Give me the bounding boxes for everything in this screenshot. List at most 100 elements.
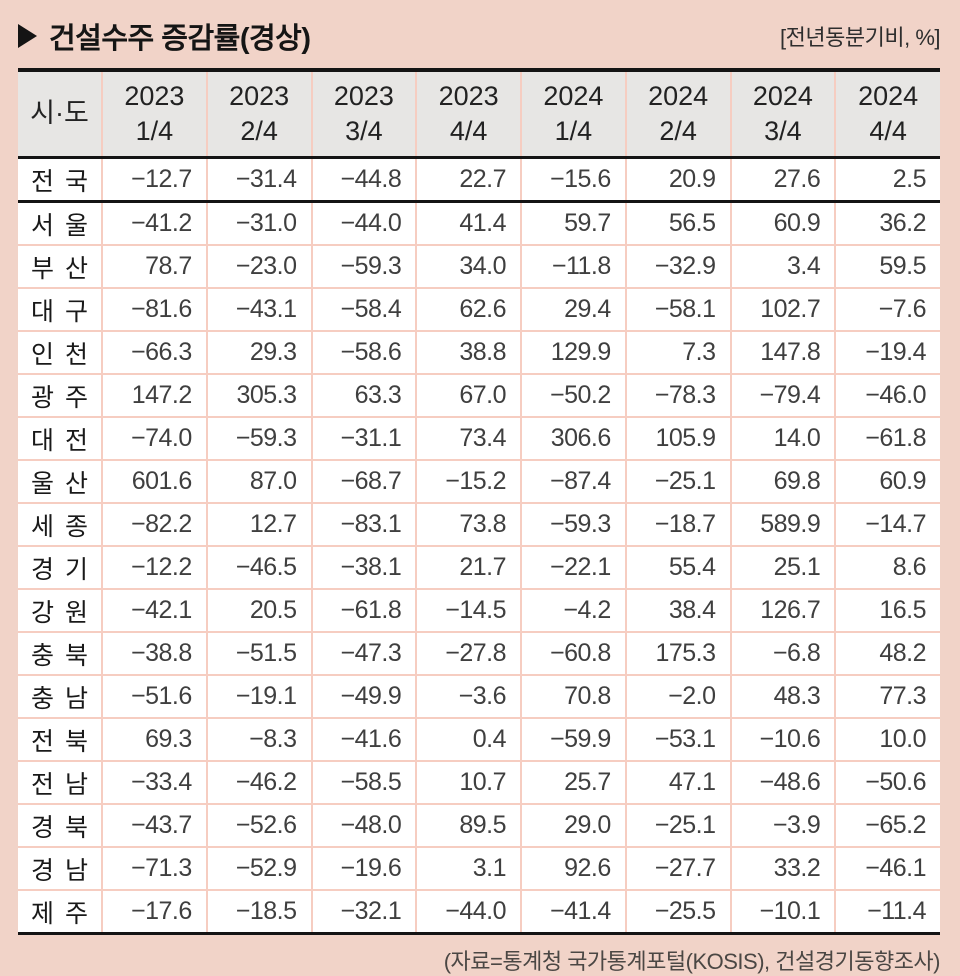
value-cell: 306.6 (520, 416, 626, 460)
corner-header-cell: 시·도 (18, 70, 102, 159)
value-cell: −6.8 (729, 631, 836, 675)
value-cell: −50.2 (520, 373, 626, 417)
column-quarter-label: 4/4 (869, 116, 907, 146)
region-label-cell: 경남 (18, 846, 102, 890)
value-cell: −59.3 (520, 502, 626, 546)
region-label-cell: 전북 (18, 717, 102, 761)
column-header-cell: 2023 2/4 (205, 70, 312, 159)
column-header-cell: 2023 1/4 (101, 70, 207, 159)
value-cell: −43.1 (205, 287, 312, 331)
title-arrow-icon (18, 24, 37, 48)
value-cell: −18.5 (205, 889, 312, 934)
table-row: 충북 −38.8 −51.5 −47.3 −27.8 −60.8 175.3 −6.8 48.… (18, 631, 940, 675)
value-cell: −19.6 (310, 846, 417, 890)
value-cell: 92.6 (520, 846, 626, 890)
value-cell: −11.8 (520, 244, 626, 288)
unit-note: [전년동분기비, %] (780, 25, 940, 50)
table-row: 전국 −12.7 −31.4 −44.8 22.7 −15.6 20.9 27.6 2.5 (18, 157, 940, 203)
value-cell: 105.9 (624, 416, 731, 460)
value-cell: −15.2 (415, 459, 521, 503)
column-quarter-label: 3/4 (345, 116, 383, 146)
value-cell: −44.0 (415, 889, 521, 934)
value-cell: −50.6 (834, 760, 940, 804)
value-cell: −14.7 (834, 502, 940, 546)
value-cell: 73.8 (415, 502, 521, 546)
column-header-cell: 2024 3/4 (729, 70, 836, 159)
table-header: 시·도 2023 1/4 2023 2/4 2023 3/4 2023 4/4 … (18, 70, 940, 159)
value-cell: −10.6 (729, 717, 836, 761)
value-cell: −19.1 (205, 674, 312, 718)
value-cell: 25.1 (729, 545, 836, 589)
value-cell: −46.5 (205, 545, 312, 589)
value-cell: 175.3 (624, 631, 731, 675)
value-cell: 29.4 (520, 287, 626, 331)
value-cell: −87.4 (520, 459, 626, 503)
table-row: 대전 −74.0 −59.3 −31.1 73.4 306.6 105.9 14.0 −61.… (18, 416, 940, 460)
region-label-cell: 강원 (18, 588, 102, 632)
column-year-label: 2024 (648, 80, 709, 111)
value-cell: −22.1 (520, 545, 626, 589)
title-bar: 건설수주 증감률(경상) [전년동분기비, %] (18, 12, 940, 60)
value-cell: −74.0 (101, 416, 207, 460)
value-cell: −41.4 (520, 889, 626, 934)
value-cell: −19.4 (834, 330, 940, 374)
value-cell: −58.4 (310, 287, 417, 331)
region-label-cell: 경북 (18, 803, 102, 847)
table-row: 강원 −42.1 20.5 −61.8 −14.5 −4.2 38.4 126.7 16.5 (18, 588, 940, 632)
value-cell: −10.1 (729, 889, 836, 934)
value-cell: −8.3 (205, 717, 312, 761)
value-cell: −25.5 (624, 889, 731, 934)
value-cell: −59.3 (205, 416, 312, 460)
value-cell: −18.7 (624, 502, 731, 546)
value-cell: −46.1 (834, 846, 940, 890)
table-row: 부산 78.7 −23.0 −59.3 34.0 −11.8 −32.9 3.4 59.5 (18, 244, 940, 288)
value-cell: −79.4 (729, 373, 836, 417)
value-cell: 0.4 (415, 717, 521, 761)
value-cell: 12.7 (205, 502, 312, 546)
column-year-label: 2024 (752, 80, 813, 111)
value-cell: −60.8 (520, 631, 626, 675)
region-label-cell: 제주 (18, 889, 102, 934)
value-cell: 38.4 (624, 588, 731, 632)
value-cell: 20.5 (205, 588, 312, 632)
column-year-label: 2024 (543, 80, 604, 111)
value-cell: 60.9 (729, 200, 836, 245)
value-cell: −33.4 (101, 760, 207, 804)
value-cell: −58.5 (310, 760, 417, 804)
column-header-cell: 2023 4/4 (415, 70, 521, 159)
value-cell: −38.1 (310, 545, 417, 589)
value-cell: 59.5 (834, 244, 940, 288)
value-cell: −17.6 (101, 889, 207, 934)
value-cell: 21.7 (415, 545, 521, 589)
value-cell: 70.8 (520, 674, 626, 718)
table-row: 울산 601.6 87.0 −68.7 −15.2 −87.4 −25.1 69.8 60.9 (18, 459, 940, 503)
column-year-label: 2023 (438, 80, 499, 111)
value-cell: 16.5 (834, 588, 940, 632)
value-cell: 48.3 (729, 674, 836, 718)
value-cell: 2.5 (834, 157, 940, 203)
value-cell: 3.1 (415, 846, 521, 890)
value-cell: 48.2 (834, 631, 940, 675)
value-cell: −41.2 (101, 200, 207, 245)
column-year-label: 2024 (858, 80, 919, 111)
value-cell: −58.1 (624, 287, 731, 331)
column-year-label: 2023 (229, 80, 290, 111)
value-cell: −4.2 (520, 588, 626, 632)
region-label-cell: 부산 (18, 244, 102, 288)
value-cell: −25.1 (624, 803, 731, 847)
value-cell: 7.3 (624, 330, 731, 374)
column-quarter-label: 1/4 (135, 116, 174, 146)
table-row: 인천 −66.3 29.3 −58.6 38.8 129.9 7.3 147.8 −19.4 (18, 330, 940, 374)
value-cell: −52.6 (205, 803, 312, 847)
value-cell: 126.7 (729, 588, 836, 632)
column-header-cell: 2023 3/4 (310, 70, 417, 159)
value-cell: 10.7 (415, 760, 521, 804)
value-cell: −43.7 (101, 803, 207, 847)
value-cell: −78.3 (624, 373, 731, 417)
value-cell: −46.0 (834, 373, 940, 417)
value-cell: 63.3 (310, 373, 417, 417)
value-cell: −65.2 (834, 803, 940, 847)
table-row: 제주 −17.6 −18.5 −32.1 −44.0 −41.4 −25.5 −10.1 −1… (18, 889, 940, 934)
value-cell: −58.6 (310, 330, 417, 374)
value-cell: 55.4 (624, 545, 731, 589)
